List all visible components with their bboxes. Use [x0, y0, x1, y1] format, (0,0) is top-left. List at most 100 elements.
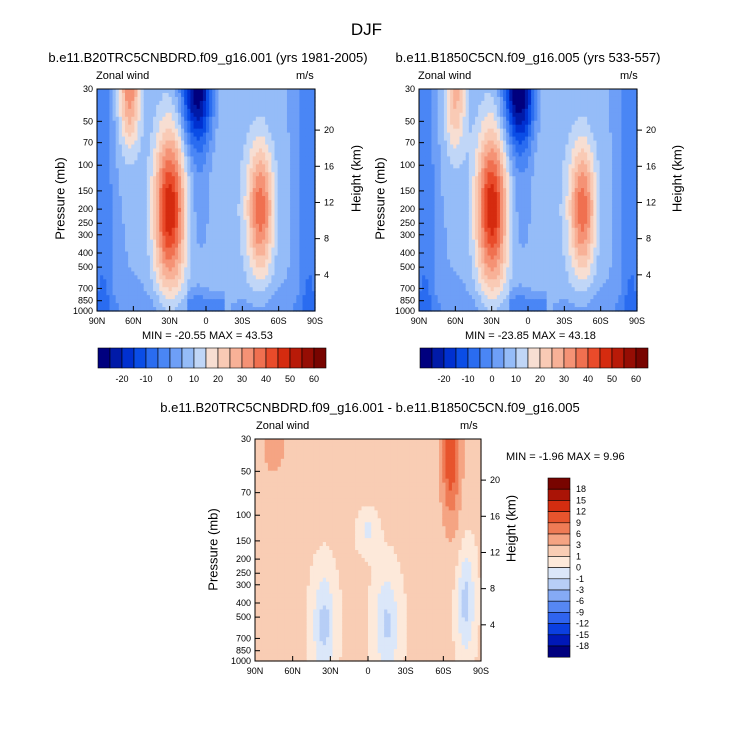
panel-2-cell — [419, 275, 423, 280]
panel-2-cell — [447, 299, 451, 304]
panel-1-y-tick-label: 30 — [83, 84, 93, 94]
panel-2-cell — [419, 231, 423, 237]
panel-2-cell — [447, 128, 451, 134]
panel-2-cell — [465, 96, 470, 102]
panel-1-cell — [143, 235, 148, 241]
panel-1-cell — [162, 215, 167, 221]
panel-1-cell — [212, 211, 216, 217]
panel-1-cell — [140, 89, 145, 94]
panel-1-cell — [227, 279, 232, 284]
panel-1-cell — [299, 184, 304, 189]
panel-2-cell — [471, 136, 476, 142]
panel-1-cell — [283, 116, 288, 122]
panel-1-cell — [143, 299, 148, 304]
panel-1-cell — [265, 200, 269, 205]
panel-2-cell — [459, 287, 464, 292]
panel-1-cell — [171, 251, 176, 257]
panel-1-cell — [103, 184, 107, 189]
panel-2-cell — [422, 184, 426, 189]
panel-1-cell — [162, 188, 167, 193]
panel-1-cell — [299, 168, 304, 173]
panel-1-cell — [171, 140, 176, 146]
panel-1-cell — [255, 255, 260, 261]
panel-1-cell — [283, 295, 288, 300]
panel-1-cell — [293, 92, 297, 98]
panel-2-cell — [434, 172, 439, 177]
panel-2-cell — [419, 188, 423, 193]
panel-1-cell — [177, 283, 182, 288]
panel-2-cell — [437, 303, 442, 308]
panel-1-cell — [268, 96, 272, 102]
panel-1-cell — [296, 259, 301, 265]
panel-2-cell — [465, 156, 470, 161]
panel-1-cell — [125, 172, 129, 177]
panel-1-cell — [218, 259, 223, 265]
panel-1-cell — [293, 96, 297, 102]
panel-1-cell — [296, 219, 301, 225]
panel-2-cell — [456, 100, 461, 106]
panel-1-cell — [168, 215, 173, 221]
panel-1-cell — [165, 295, 170, 300]
panel-1-cell — [271, 219, 276, 225]
panel-1-cell — [159, 116, 163, 122]
panel-1-cell — [156, 271, 160, 276]
panel-1-cell — [299, 116, 304, 122]
panel-1-cell — [146, 283, 151, 288]
panel-1-cell — [230, 200, 235, 205]
panel-1-cell — [103, 92, 107, 98]
panel-1-cell — [171, 132, 176, 138]
panel-1-cell — [118, 144, 123, 150]
panel-2-cell — [419, 291, 423, 296]
panel-1-cell — [308, 211, 313, 217]
panel-1-cell — [121, 211, 126, 217]
panel-2-cell — [434, 168, 439, 173]
panel-1-cell — [290, 287, 294, 292]
panel-2-cell — [440, 287, 445, 292]
panel-1-cell — [196, 96, 201, 102]
panel-2-cell — [450, 247, 454, 253]
panel-1-cell — [215, 132, 220, 138]
panel-1-cell — [237, 231, 241, 237]
panel-1-cell — [305, 267, 310, 272]
panel-2-cell — [437, 92, 442, 98]
panel-2-cell — [425, 239, 429, 245]
panel-1-cell — [156, 140, 160, 146]
panel-1-cell — [181, 196, 185, 201]
panel-1-cell — [212, 120, 216, 126]
panel-1-cell — [212, 104, 216, 110]
panel-1-cell — [230, 271, 235, 276]
panel-1-cell — [311, 132, 316, 138]
panel-1-cell — [209, 192, 213, 197]
panel-1-cell — [149, 184, 154, 189]
panel-2-cell — [419, 92, 423, 98]
panel-1-cell — [305, 156, 310, 161]
panel-1-cell — [156, 188, 160, 193]
panel-1-cell — [302, 144, 307, 150]
panel-1-cell — [255, 283, 260, 288]
panel-1-cell — [143, 108, 148, 114]
panel-1-cell — [106, 219, 111, 225]
panel-1-cell — [134, 89, 139, 94]
panel-1-cell — [121, 100, 126, 106]
panel-1-cell — [280, 291, 285, 296]
panel-2-cell — [447, 160, 451, 165]
panel-1-cell — [286, 243, 291, 249]
panel-1-cell — [115, 303, 120, 308]
panel-1-cell — [280, 295, 285, 300]
panel-1-cell — [187, 271, 192, 276]
panel-1-cell — [252, 263, 257, 268]
panel-1-cell — [165, 192, 170, 197]
panel-1-cell — [258, 144, 263, 150]
panel-1-cell — [137, 192, 142, 197]
panel-1-cell — [168, 92, 173, 98]
panel-1-cell — [106, 307, 111, 312]
panel-1-cell — [255, 120, 260, 126]
panel-1-cell — [181, 223, 185, 229]
panel-1-cell — [308, 215, 313, 221]
panel-1-cell — [128, 136, 132, 142]
panel-1-cell — [271, 243, 276, 249]
panel-1-cell — [280, 128, 285, 134]
panel-1-cell — [265, 176, 269, 181]
panel-1-cell — [162, 152, 167, 157]
panel-1-cell — [305, 172, 310, 177]
